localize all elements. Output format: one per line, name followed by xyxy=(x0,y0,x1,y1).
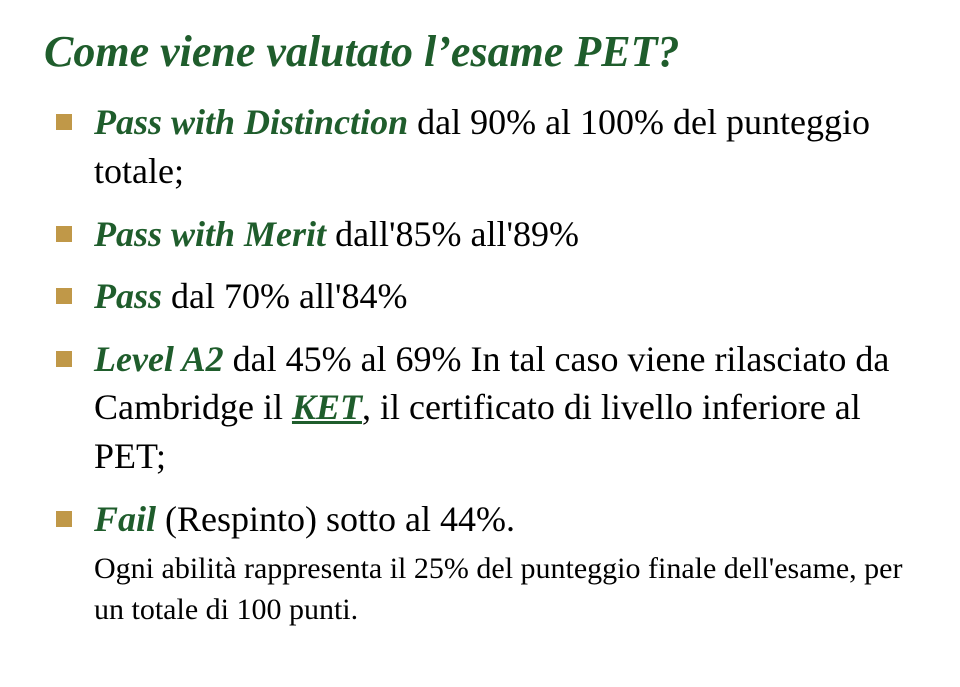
bullet-list: Pass with Distinction dal 90% al 100% de… xyxy=(48,98,920,630)
keyword: Level A2 xyxy=(94,339,224,379)
list-item: Pass with Distinction dal 90% al 100% de… xyxy=(48,98,920,195)
slide: Come viene valutato l’esame PET? Pass wi… xyxy=(0,0,960,687)
item-text: (Respinto) sotto al 44%. xyxy=(156,499,515,539)
item-text: dall'85% all'89% xyxy=(326,214,579,254)
keyword: Pass with Merit xyxy=(94,214,326,254)
list-item: Level A2 dal 45% al 69% In tal caso vien… xyxy=(48,335,920,481)
item-subtext: Ogni abilità rappresenta il 25% del punt… xyxy=(94,549,920,630)
keyword: Pass xyxy=(94,276,162,316)
keyword: Fail xyxy=(94,499,156,539)
list-item: Pass with Merit dall'85% all'89% xyxy=(48,210,920,259)
item-text: dal 70% all'84% xyxy=(162,276,407,316)
list-item: Fail (Respinto) sotto al 44%. Ogni abili… xyxy=(48,495,920,631)
list-item: Pass dal 70% all'84% xyxy=(48,272,920,321)
slide-title: Come viene valutato l’esame PET? xyxy=(44,28,920,76)
ket-link: KET xyxy=(292,387,362,427)
keyword: Pass with Distinction xyxy=(94,102,408,142)
